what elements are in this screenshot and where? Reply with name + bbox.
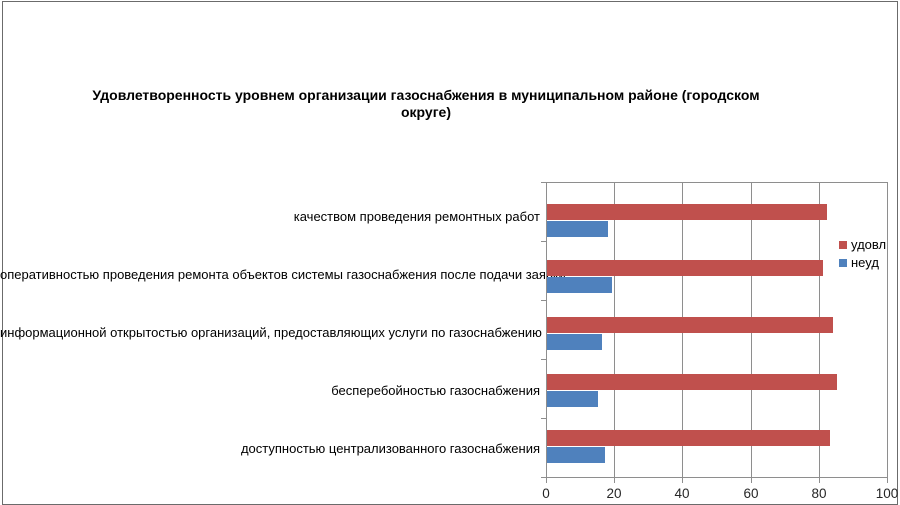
x-axis-tick-mark	[751, 478, 752, 483]
bar-удовл	[547, 317, 833, 333]
x-tick-label: 0	[542, 486, 550, 501]
bar-удовл	[547, 430, 830, 446]
category-label: качеством проведения ремонтных работ	[293, 209, 540, 224]
category-axis-tick-mark	[541, 359, 546, 360]
legend-swatch	[839, 241, 847, 249]
category-axis-tick-mark	[541, 418, 546, 419]
bar-удовл	[547, 204, 827, 220]
category-label: информационной открытостью организаций, …	[0, 325, 542, 340]
bar-удовл	[547, 260, 823, 276]
category-label: бесперебойностью газоснабжения	[331, 383, 540, 398]
legend-swatch	[839, 259, 847, 267]
x-tick-label: 40	[674, 486, 690, 501]
category-label: доступностью централизованного газоснабж…	[240, 441, 540, 456]
bar-неуд	[547, 277, 612, 293]
legend: удовл неуд	[839, 238, 886, 274]
gridline	[887, 182, 888, 478]
x-tick-label: 20	[606, 486, 622, 501]
x-axis-tick-mark	[546, 478, 547, 483]
plot-top-border	[546, 182, 888, 183]
x-axis-tick-mark	[819, 478, 820, 483]
legend-item: неуд	[839, 256, 886, 270]
bar-неуд	[547, 391, 598, 407]
x-axis-tick-mark	[887, 478, 888, 483]
category-label: оперативностью проведения ремонта объект…	[0, 267, 566, 282]
bar-удовл	[547, 374, 837, 390]
bar-неуд	[547, 447, 605, 463]
legend-item: удовл	[839, 238, 886, 252]
category-axis-tick-mark	[541, 477, 546, 478]
bar-неуд	[547, 221, 608, 237]
value-axis-labels: 0 20 40 60 80 100	[0, 486, 900, 502]
x-axis-tick-mark	[614, 478, 615, 483]
gridline	[546, 182, 547, 478]
x-tick-label: 80	[811, 486, 827, 501]
x-axis-tick-mark	[682, 478, 683, 483]
category-axis-labels: качеством проведения ремонтных работ опер…	[0, 182, 566, 478]
chart-title: Удовлетворенность уровнем организации га…	[92, 87, 760, 120]
legend-label: удовл	[851, 237, 887, 252]
category-axis-tick-mark	[541, 241, 546, 242]
x-tick-label: 60	[743, 486, 759, 501]
category-axis-tick-mark	[541, 300, 546, 301]
x-tick-label: 100	[875, 486, 899, 501]
bar-неуд	[547, 334, 602, 350]
plot-area	[541, 182, 888, 483]
legend-label: неуд	[851, 255, 879, 270]
category-axis-tick-mark	[541, 182, 546, 183]
x-axis-line	[546, 477, 888, 478]
